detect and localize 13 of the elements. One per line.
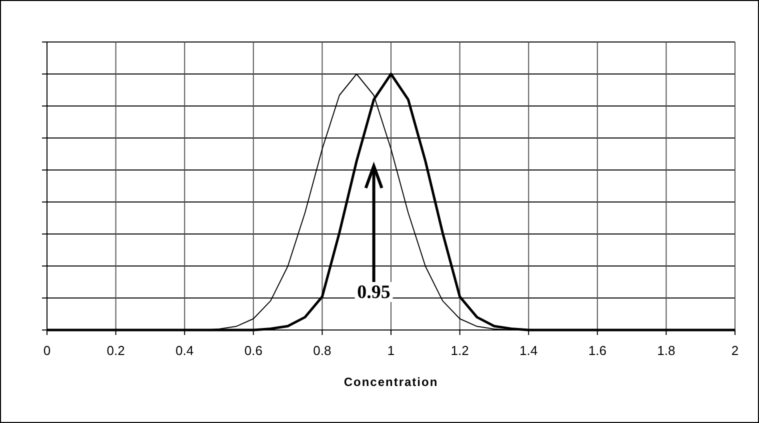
x-tick-label: 1.6 bbox=[588, 343, 606, 358]
x-tick-label: 2 bbox=[731, 343, 739, 358]
annotation: 0.95 bbox=[357, 282, 390, 303]
x-tick-label: 1.4 bbox=[520, 343, 538, 358]
x-tick-label: 0.4 bbox=[176, 343, 194, 358]
x-tick-label: 0 bbox=[43, 343, 51, 358]
x-tick-label: 0.2 bbox=[106, 343, 125, 358]
x-tick-label: 1 bbox=[387, 343, 395, 358]
x-tick-label: 1.8 bbox=[657, 343, 676, 358]
x-tick-label: 0.6 bbox=[244, 343, 262, 358]
x-axis-title: Concentration bbox=[344, 375, 438, 389]
x-tick-label: 0.8 bbox=[313, 343, 332, 358]
x-tick-label: 1.2 bbox=[450, 343, 469, 358]
